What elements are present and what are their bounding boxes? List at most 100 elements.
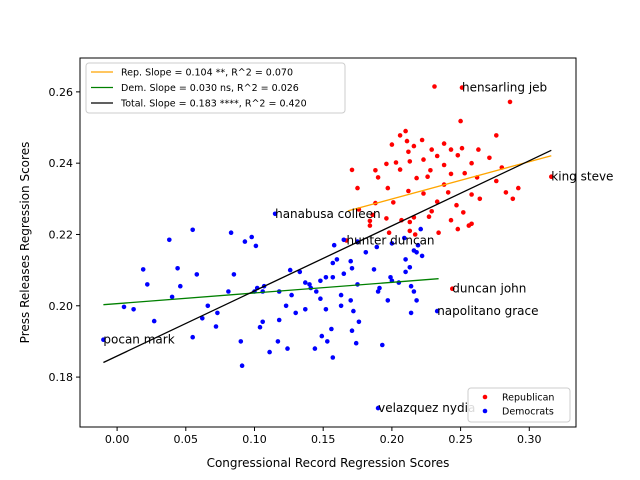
data-point — [434, 153, 440, 159]
data-point — [370, 212, 376, 218]
data-point — [338, 292, 344, 298]
data-point — [375, 175, 381, 180]
data-point — [494, 178, 499, 184]
data-point — [389, 142, 395, 147]
y-tick-label: 0.18 — [49, 371, 74, 384]
data-point — [384, 161, 389, 167]
point-annotation: hensarling jeb — [462, 81, 547, 95]
data-point — [242, 239, 248, 244]
y-tick-label: 0.24 — [49, 157, 74, 170]
data-point — [419, 253, 425, 259]
data-point — [303, 280, 308, 285]
data-point — [459, 85, 465, 90]
data-point — [312, 346, 318, 351]
data-point — [507, 99, 513, 105]
data-point — [318, 296, 323, 302]
data-point — [213, 324, 219, 329]
data-point — [428, 168, 433, 173]
y-axis-label: Press Releases Regression Scores — [18, 142, 32, 344]
series-republican — [344, 84, 554, 292]
data-point — [226, 289, 231, 294]
data-point — [330, 355, 336, 360]
data-point — [351, 308, 356, 314]
data-point — [276, 317, 282, 323]
data-point — [448, 147, 454, 152]
data-point — [434, 308, 440, 314]
data-point — [349, 328, 355, 334]
data-point — [403, 269, 408, 275]
data-point — [415, 242, 421, 248]
data-point — [349, 266, 355, 271]
data-point — [407, 219, 413, 225]
data-point — [434, 199, 440, 204]
x-tick-label: 0.30 — [517, 433, 542, 446]
data-point — [151, 318, 157, 324]
data-point — [341, 237, 347, 243]
point-annotation: napolitano grace — [437, 304, 538, 318]
data-point — [458, 118, 463, 124]
data-point — [239, 363, 245, 369]
data-point — [503, 190, 509, 195]
data-point — [549, 174, 554, 179]
data-point — [101, 337, 106, 343]
data-point — [140, 267, 146, 272]
y-tick-label: 0.20 — [49, 300, 74, 313]
data-point — [476, 147, 481, 152]
legend-entry-label: Dem. Slope = 0.030 ns, R^2 = 0.026 — [121, 83, 299, 94]
data-point — [516, 185, 521, 191]
axes: 0.00 0.05 0.10 0.15 0.20 0.25 0.30 0.18 0.20 0.22… — [49, 57, 577, 446]
data-point — [448, 217, 454, 223]
data-point — [510, 196, 516, 202]
data-point — [330, 275, 336, 280]
data-point — [253, 243, 259, 249]
data-point — [455, 153, 461, 158]
data-point — [329, 326, 334, 332]
data-point — [287, 267, 293, 273]
data-point — [238, 339, 244, 344]
data-point — [228, 230, 234, 235]
data-point — [349, 167, 355, 173]
data-point — [215, 310, 220, 316]
data-point — [257, 324, 263, 330]
data-point — [407, 265, 413, 270]
data-point — [487, 155, 492, 161]
y-tick-label: 0.26 — [49, 86, 74, 99]
data-point — [461, 210, 466, 215]
data-point — [367, 218, 373, 224]
point-annotation: duncan john — [452, 282, 526, 296]
data-point — [441, 162, 447, 168]
data-point — [275, 339, 281, 344]
data-point — [377, 285, 382, 291]
data-point — [419, 137, 425, 143]
data-point — [455, 226, 461, 232]
data-point — [384, 216, 389, 221]
data-point — [432, 84, 437, 89]
fit-line — [103, 149, 552, 364]
data-point — [338, 303, 344, 309]
data-point — [367, 223, 373, 228]
data-point — [303, 307, 308, 312]
x-tick-label: 0.00 — [105, 433, 130, 446]
data-point — [445, 190, 451, 195]
data-point — [283, 303, 289, 309]
fit-lines-legend: Rep. Slope = 0.104 **, R^2 = 0.070 Dem. S… — [85, 62, 346, 114]
x-tick-label: 0.25 — [448, 433, 473, 446]
data-point — [190, 227, 195, 233]
data-point — [307, 282, 312, 287]
y-tick-label: 0.22 — [49, 228, 74, 241]
data-point — [408, 283, 414, 289]
fit-line — [347, 155, 552, 212]
legend-entry-label: Total. Slope = 0.183 ****, R^2 = 0.420 — [120, 99, 307, 110]
data-point — [380, 342, 385, 348]
data-point — [402, 235, 407, 241]
data-point — [348, 298, 354, 303]
data-point — [293, 310, 299, 316]
data-point — [145, 282, 150, 287]
data-point — [429, 209, 435, 214]
data-point — [178, 283, 183, 289]
data-point — [418, 226, 424, 232]
data-point — [374, 244, 380, 250]
data-point — [403, 257, 408, 262]
data-point — [426, 214, 432, 219]
legend-marker — [482, 408, 488, 414]
